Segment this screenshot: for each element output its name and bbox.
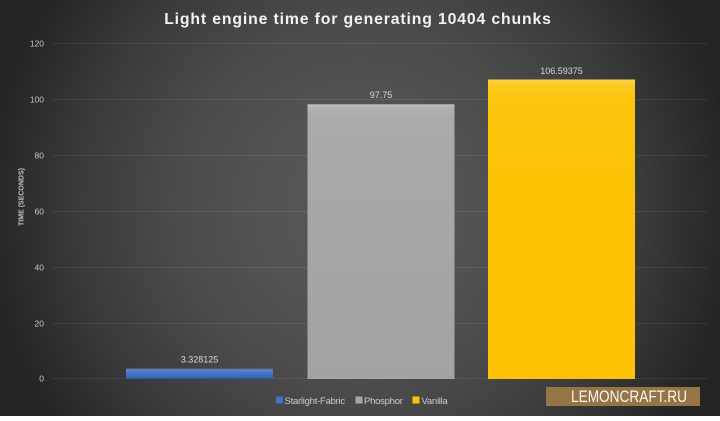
- svg-text:120: 120: [30, 39, 44, 49]
- svg-text:Light engine time for generati: Light engine time for generating 10404 c…: [164, 11, 552, 28]
- svg-text:60: 60: [35, 207, 45, 217]
- svg-text:LEMONCRAFT.RU: LEMONCRAFT.RU: [571, 387, 687, 406]
- svg-text:97.75: 97.75: [370, 90, 393, 100]
- svg-text:20: 20: [35, 319, 45, 329]
- svg-text:Phosphor: Phosphor: [364, 396, 403, 407]
- svg-text:106.59375: 106.59375: [540, 66, 583, 76]
- svg-text:TIME (SECONDS): TIME (SECONDS): [19, 168, 26, 226]
- svg-text:Starlight-Fabric: Starlight-Fabric: [285, 396, 346, 407]
- svg-text:0: 0: [39, 374, 44, 384]
- svg-text:40: 40: [35, 263, 45, 273]
- svg-text:80: 80: [35, 151, 45, 161]
- svg-text:100: 100: [30, 95, 44, 105]
- svg-text:Vanilla: Vanilla: [422, 396, 449, 407]
- svg-text:3.328125: 3.328125: [181, 355, 219, 365]
